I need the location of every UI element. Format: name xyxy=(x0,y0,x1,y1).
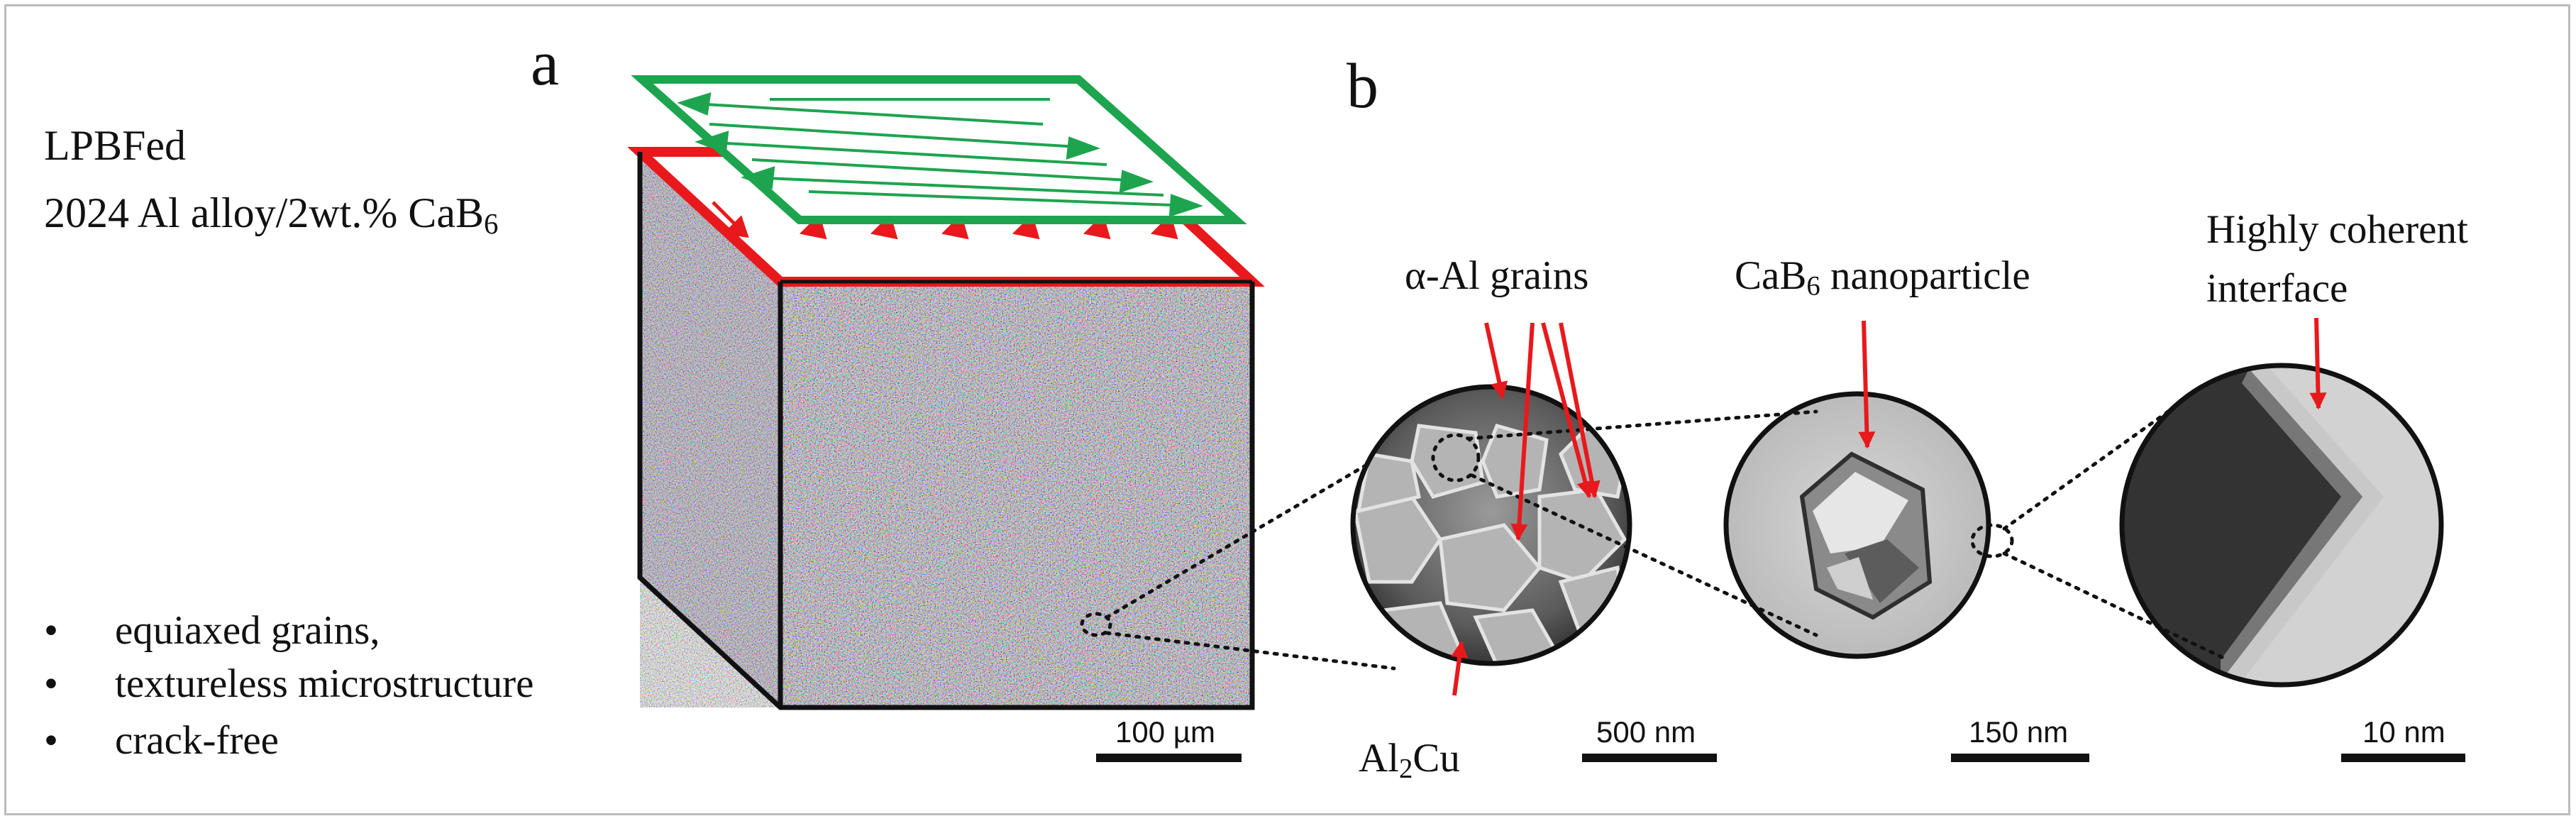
scale-bar-10nm xyxy=(2341,754,2465,762)
interface-label-line2: interface xyxy=(2206,266,2348,311)
bullet-text: crack-free xyxy=(115,718,279,763)
bullet-text: textureless microstructure xyxy=(115,661,534,706)
sample-title-line1: LPBFed xyxy=(44,122,187,169)
sample-title-line2: 2024 Al alloy/2wt.% CaB6 xyxy=(44,189,499,240)
scale-label-10nm: 10 nm xyxy=(2362,715,2445,749)
cab6-nanoparticle-label: CaB6 nanoparticle xyxy=(1735,253,2030,302)
scale-bar-500nm xyxy=(1582,754,1717,762)
alpha-al-grains-label: α-Al grains xyxy=(1405,253,1589,298)
bullet-marker: • xyxy=(44,608,58,653)
panel-label-a: a xyxy=(531,28,559,99)
scale-label-500nm: 500 nm xyxy=(1596,715,1696,749)
hrtem-micrograph xyxy=(2119,363,2444,688)
panel-label-b: b xyxy=(1347,51,1378,121)
bullet-item: • textureless microstructure xyxy=(44,663,682,706)
scale-bars xyxy=(1096,754,2465,762)
scale-label-100um: 100 µm xyxy=(1115,715,1215,749)
tem-micrograph xyxy=(1723,391,2014,659)
green-scan-layer xyxy=(631,75,1247,224)
al2cu-label: Al2Cu xyxy=(1359,736,1460,784)
red-annotation-arrows xyxy=(1451,317,2327,696)
bullet-item: • equiaxed grains, xyxy=(44,610,682,653)
scale-bar-150nm xyxy=(1951,754,2089,762)
scale-bar-100um xyxy=(1096,754,1242,762)
interface-label-line1: Highly coherent xyxy=(2206,207,2468,252)
bullet-marker: • xyxy=(44,718,58,763)
figure-frame xyxy=(4,4,2570,815)
scale-label-150nm: 150 nm xyxy=(1969,715,2069,749)
bullet-text: equiaxed grains, xyxy=(115,608,380,653)
sem-micrograph xyxy=(1350,384,1632,666)
zoom-lines-a-b xyxy=(1080,459,1396,671)
bullet-marker: • xyxy=(44,661,58,706)
bullet-item: • crack-free xyxy=(44,720,682,763)
